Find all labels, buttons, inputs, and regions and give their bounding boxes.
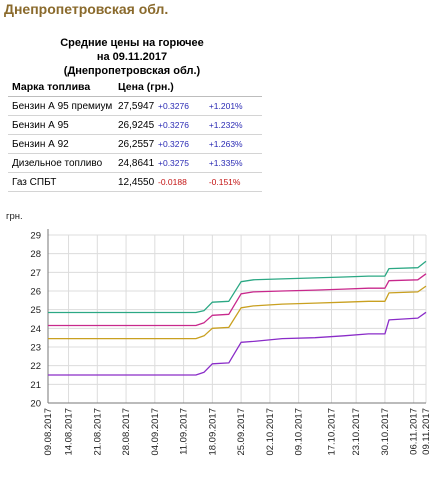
- x-tick-label: 02.10.2017: [265, 408, 276, 456]
- percent-cell: +1.201%: [206, 96, 262, 116]
- x-tick-label: 21.08.2017: [92, 408, 103, 456]
- table-row: Бензин А 95 премиум 27,5947 +0.3276 +1.201%: [8, 96, 262, 116]
- y-tick-label: 25: [30, 305, 41, 316]
- series-line-3: [48, 285, 427, 340]
- fuel-name-cell: Газ СПБТ: [8, 172, 114, 192]
- y-tick-label: 28: [30, 249, 41, 260]
- x-tick-label: 09.11.2017: [421, 408, 432, 455]
- price-cell: 26,2557: [114, 134, 156, 154]
- x-tick-label: 28.08.2017: [121, 408, 132, 456]
- change-cell: +0.3276: [156, 134, 207, 154]
- page-title: Днепропетровская обл.: [4, 1, 169, 17]
- table-row: Дизельное топливо 24,8641 +0.3275 +1.335%: [8, 153, 262, 173]
- column-header-price: Цена (грн.): [114, 78, 262, 97]
- y-tick-label: 23: [30, 343, 41, 354]
- x-tick-label: 09.08.2017: [43, 408, 54, 456]
- y-tick-label: 24: [30, 324, 41, 335]
- x-tick-label: 14.08.2017: [64, 408, 75, 456]
- price-cell: 26,9245: [114, 115, 156, 135]
- price-history-chart: 20 21 22 23 24 25 26 27 28 29 09.08.2017 14.08.2017…: [6, 211, 432, 456]
- table-row: Газ СПБТ 12,4550 -0.0188 -0.151%: [8, 172, 262, 192]
- x-tick-label: 04.09.2017: [150, 408, 161, 456]
- change-cell: +0.3276: [156, 96, 207, 116]
- change-cell: +0.3276: [156, 115, 207, 135]
- x-tick-label: 09.10.2017: [294, 408, 305, 456]
- heading-line-1: Средние цены на горючее: [60, 37, 204, 49]
- x-tick-label: 18.09.2017: [207, 408, 218, 456]
- price-cell: 27,5947: [114, 96, 156, 116]
- heading-line-2: на 09.11.2017: [96, 51, 168, 63]
- percent-cell: +1.335%: [206, 153, 262, 173]
- price-cell: 12,4550: [114, 172, 156, 192]
- column-header-fuel: Марка топлива: [8, 78, 114, 97]
- y-tick-label: 26: [30, 287, 41, 298]
- prices-heading: Средние цены на горючее на 09.11.2017 (Д…: [8, 36, 256, 78]
- table-row: Бензин А 92 26,2557 +0.3276 +1.263%: [8, 134, 262, 154]
- y-tick-label: 22: [30, 361, 41, 372]
- x-tick-label: 30.10.2017: [380, 408, 391, 456]
- y-tick-label: 27: [30, 268, 41, 279]
- y-tick-label: 29: [30, 231, 41, 242]
- fuel-name-cell: Дизельное топливо: [8, 153, 114, 173]
- change-cell: -0.0188: [156, 172, 207, 192]
- series-line-4: [48, 311, 427, 376]
- x-tick-label: 11.09.2017: [179, 408, 190, 455]
- fuel-price-table: Марка топлива Цена (грн.) Бензин А 95 пр…: [8, 78, 262, 192]
- table-row: Бензин А 95 26,9245 +0.3276 +1.232%: [8, 115, 262, 135]
- series-line-1: [48, 260, 427, 314]
- table-header-row: Марка топлива Цена (грн.): [8, 78, 262, 97]
- x-tick-label: 23.10.2017: [351, 408, 362, 456]
- y-tick-label: 21: [30, 380, 41, 391]
- fuel-name-cell: Бензин А 95 премиум: [8, 96, 114, 116]
- series-line-2: [48, 273, 427, 327]
- fuel-name-cell: Бензин А 92: [8, 134, 114, 154]
- percent-cell: +1.263%: [206, 134, 262, 154]
- y-axis-label: грн.: [6, 211, 23, 222]
- x-tick-label: 25.09.2017: [236, 408, 247, 456]
- fuel-name-cell: Бензин А 95: [8, 115, 114, 135]
- change-cell: +0.3275: [156, 153, 207, 173]
- x-tick-label: 06.11.2017: [409, 408, 420, 455]
- percent-cell: +1.232%: [206, 115, 262, 135]
- y-tick-label: 20: [30, 399, 41, 410]
- price-cell: 24,8641: [114, 153, 156, 173]
- x-tick-label: 17.10.2017: [327, 408, 338, 456]
- heading-line-3: (Днепропетровская обл.): [63, 65, 201, 77]
- percent-cell: -0.151%: [206, 172, 262, 192]
